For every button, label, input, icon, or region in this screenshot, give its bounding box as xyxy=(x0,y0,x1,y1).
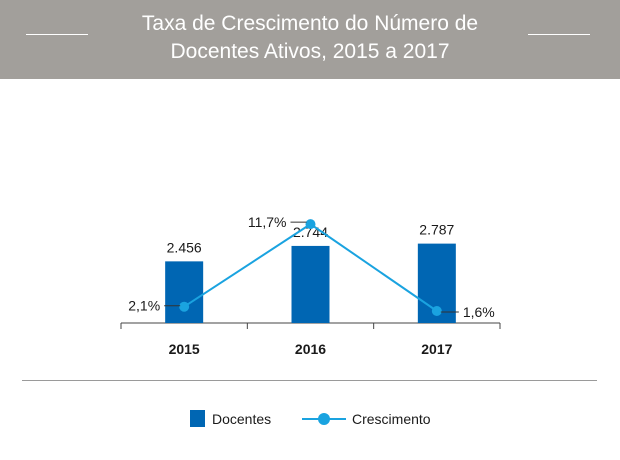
header-rule-left xyxy=(26,34,88,35)
bar-value-label: 2.787 xyxy=(419,222,454,238)
legend-divider xyxy=(22,380,597,381)
x-tick-label: 2017 xyxy=(421,341,452,357)
legend-label-crescimento: Crescimento xyxy=(352,411,431,427)
bar-swatch-icon xyxy=(190,410,205,427)
legend-item-crescimento: Crescimento xyxy=(302,408,442,430)
bar-2015 xyxy=(165,261,204,323)
x-tick-label: 2015 xyxy=(169,341,200,357)
chart-title: Taxa de Crescimento do Número de Docente… xyxy=(90,10,530,66)
chart-title-line-1: Taxa de Crescimento do Número de xyxy=(141,12,479,35)
line-point xyxy=(305,219,316,230)
line-point xyxy=(431,306,442,316)
chart-header: Taxa de Crescimento do Número de Docente… xyxy=(0,0,620,79)
line-value-label: 2,1% xyxy=(128,298,160,314)
line-value-label: 1,6% xyxy=(463,304,495,320)
chart-plot: 2.456 2015 2.744 2016 2.787 2017 2,1% 11,7% 1,6% xyxy=(120,214,501,357)
legend-item-docentes: Docentes xyxy=(190,408,290,430)
chart-title-line-2: Docentes Ativos, 2015 a 2017 xyxy=(170,40,450,63)
line-value-label: 11,7% xyxy=(248,214,287,230)
line-point xyxy=(179,301,190,312)
bar-2016 xyxy=(291,245,330,323)
legend-label-docentes: Docentes xyxy=(212,411,272,427)
dot-swatch-icon xyxy=(318,413,330,425)
x-tick-label: 2016 xyxy=(295,341,326,357)
bar-value-label: 2.744 xyxy=(293,224,328,240)
header-rule-right xyxy=(528,34,590,35)
bar-value-label: 2.456 xyxy=(167,239,202,255)
